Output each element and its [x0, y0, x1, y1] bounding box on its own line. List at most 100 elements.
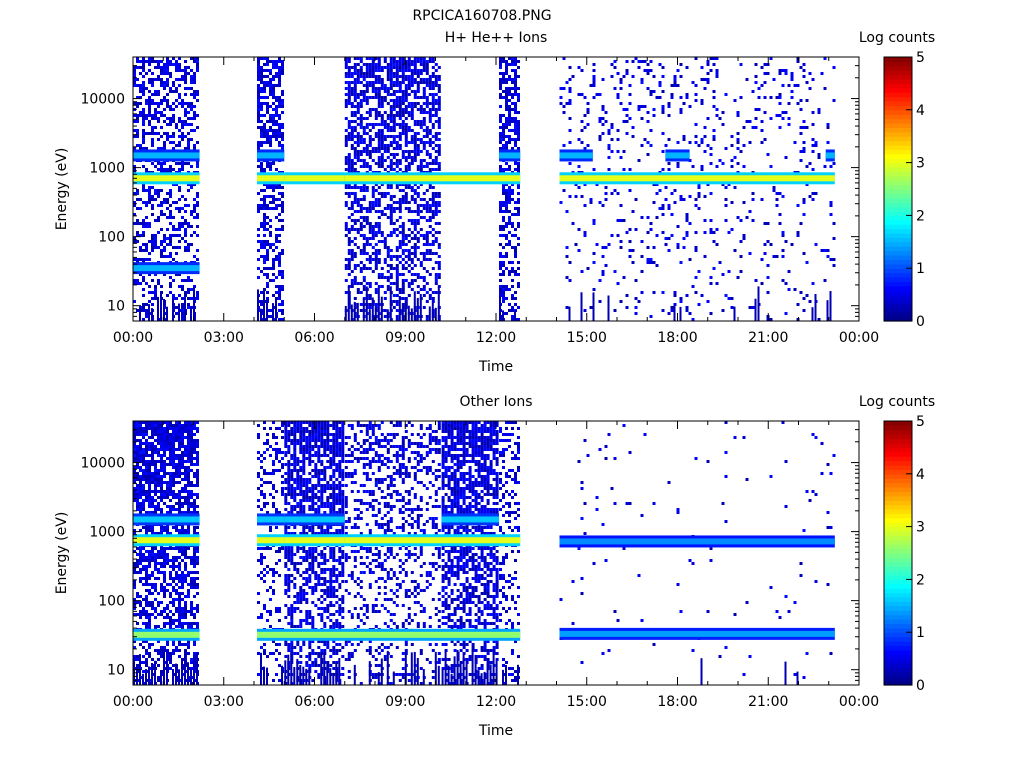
colorbar-tick-label: 1	[916, 261, 925, 277]
colorbar-swatch	[884, 158, 912, 164]
colorbar-swatch	[884, 597, 912, 602]
energy-band	[284, 175, 345, 182]
colorbar-swatch	[884, 491, 912, 497]
colorbar-swatch	[884, 509, 912, 514]
colorbar-tick-label: 3	[916, 520, 925, 536]
colorbar-tick-label: 2	[916, 572, 925, 588]
colorbar-swatch	[884, 619, 912, 624]
colorbar-swatch	[884, 70, 912, 76]
colorbar-swatch	[884, 123, 912, 128]
colorbar-swatch	[884, 522, 912, 528]
energy-band	[284, 537, 345, 544]
energy-band	[257, 537, 285, 544]
panel-title: H+ He++ Ions	[445, 30, 548, 46]
colorbar-swatch	[884, 312, 912, 318]
energy-band	[257, 631, 521, 638]
y-tick-label: 100	[98, 594, 125, 610]
colorbar-swatch	[884, 504, 912, 510]
energy-band	[257, 516, 285, 523]
panel-title: Other Ions	[459, 394, 532, 410]
colorbar-swatch	[884, 575, 912, 580]
colorbar: 0 1 2 3 4 5	[883, 414, 925, 694]
energy-band	[441, 175, 500, 182]
colorbar-swatch	[884, 478, 912, 484]
noise-pixels	[133, 57, 836, 321]
energy-band	[133, 175, 200, 182]
y-tick-label: 1000	[89, 161, 125, 177]
colorbar-swatch	[884, 61, 912, 67]
colorbar-swatch	[884, 645, 912, 651]
energy-band	[344, 175, 442, 182]
colorbar-swatch	[884, 513, 912, 519]
colorbar-swatch	[884, 246, 912, 252]
colorbar-swatch	[884, 215, 912, 221]
y-tick-label: 10	[107, 299, 125, 315]
colorbar-frame	[883, 56, 913, 322]
energy-band	[441, 516, 500, 523]
colorbar-swatch	[884, 105, 912, 111]
energy-band	[133, 631, 200, 638]
x-tick-label: 09:00	[385, 330, 425, 346]
colorbar-swatch	[884, 228, 912, 234]
colorbar-swatch	[884, 149, 912, 155]
colorbar-swatch	[884, 87, 912, 93]
colorbar-swatch	[884, 456, 912, 462]
colorbar-swatch	[884, 74, 912, 80]
colorbar-swatch	[884, 127, 912, 133]
colorbar-swatch	[884, 421, 912, 426]
colorbar-swatch	[884, 566, 912, 572]
colorbar-swatch	[884, 83, 912, 89]
colorbar-swatch	[884, 175, 912, 181]
colorbar-swatch	[884, 250, 912, 256]
panel-other-ions: Other Ions Log counts Energy (eV) Time 0…	[54, 394, 935, 739]
colorbar-swatch	[884, 263, 912, 269]
colorbar-swatch	[884, 658, 912, 664]
energy-band	[133, 516, 200, 523]
colorbar-swatch	[884, 277, 912, 282]
energy-band	[665, 152, 690, 159]
colorbar-swatch	[884, 680, 912, 686]
plot-area: 00:00 03:00 06:00 09:00 12:00 15:00 18:00 21:00…	[80, 420, 879, 710]
colorbar-swatch	[884, 425, 912, 431]
figure-title: RPCICA160708.PNG	[412, 8, 551, 24]
colorbar-swatch	[884, 592, 912, 598]
colorbar-swatch	[884, 544, 912, 550]
colorbar-swatch	[884, 197, 912, 203]
colorbar-swatch	[884, 636, 912, 642]
colorbar-swatch	[884, 434, 912, 440]
colorbar-swatch	[884, 517, 912, 523]
y-axis-label: Energy (eV)	[54, 148, 70, 231]
colorbar-swatch	[884, 114, 912, 120]
x-tick-label: 18:00	[657, 694, 697, 710]
x-tick-label: 00:00	[113, 330, 153, 346]
colorbar-swatch	[884, 676, 912, 682]
x-axis-label: Time	[478, 723, 513, 739]
colorbar-swatch	[884, 272, 912, 278]
x-tick-label: 06:00	[294, 694, 334, 710]
colorbar-swatch	[884, 531, 912, 536]
colorbar-label: Log counts	[859, 30, 935, 46]
x-tick-label: 03:00	[204, 694, 244, 710]
energy-band	[499, 537, 521, 544]
y-axis-label: Energy (eV)	[54, 512, 70, 595]
colorbar-swatch	[884, 180, 912, 186]
x-tick-label: 15:00	[567, 694, 607, 710]
colorbar-swatch	[884, 482, 912, 488]
x-tick-label: 21:00	[748, 330, 788, 346]
energy-band	[257, 152, 285, 159]
colorbar-swatch	[884, 495, 912, 501]
colorbar-swatch	[884, 557, 912, 563]
colorbar-swatch	[884, 443, 912, 448]
energy-band	[825, 152, 835, 159]
colorbar-swatch	[884, 526, 912, 532]
colorbar-tick-label: 4	[916, 103, 925, 119]
colorbar-swatch	[884, 211, 912, 216]
x-tick-label: 00:00	[839, 694, 879, 710]
colorbar-swatch	[884, 601, 912, 607]
y-tick-label: 10	[107, 663, 125, 679]
colorbar-swatch	[884, 79, 912, 84]
colorbar-frame	[883, 420, 913, 686]
energy-band	[133, 537, 200, 544]
colorbar-swatch	[884, 189, 912, 194]
plot-frame	[132, 56, 860, 322]
